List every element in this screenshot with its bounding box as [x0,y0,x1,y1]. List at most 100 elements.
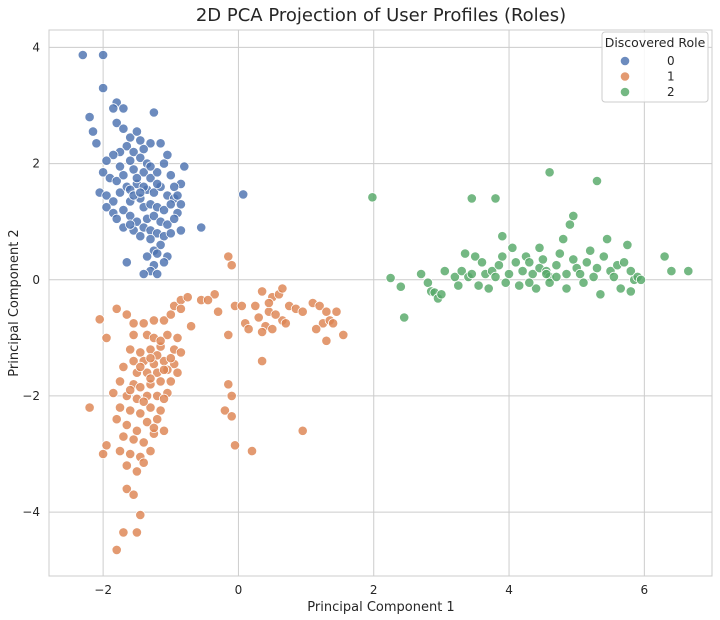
data-point [125,384,136,396]
data-point [145,445,156,457]
data-point [459,248,471,259]
data-point [490,193,501,204]
data-point [175,303,186,314]
data-point [125,448,136,460]
data-point [270,309,281,320]
data-point [91,138,102,149]
data-point [135,347,146,358]
data-point [238,189,249,200]
data-point [554,248,565,259]
data-point [138,437,149,448]
data-point [558,234,569,245]
data-point [155,138,166,149]
data-point [551,260,562,271]
data-point [121,483,132,494]
legend-title: Discovered Role [605,35,706,50]
data-point [135,408,146,419]
data-point [497,251,508,262]
data-point [111,117,122,129]
data-point [476,257,488,268]
data-point [537,254,549,265]
data-point [158,315,170,326]
data-point [321,306,332,317]
data-point [98,49,109,61]
data-point [101,202,112,213]
data-point [118,170,129,181]
data-point [138,167,149,178]
data-point [128,355,139,367]
legend-marker [619,86,631,98]
data-point [135,382,146,393]
data-point [172,190,183,201]
data-point [517,265,528,277]
data-point [121,257,132,268]
data-point [449,271,460,282]
data-point [138,268,149,280]
data-point [507,242,518,253]
data-point [125,405,136,416]
x-tick-label: 6 [641,583,649,597]
data-point [162,329,173,340]
data-point [169,213,180,224]
data-point [297,306,308,317]
data-point [114,402,126,413]
data-point [527,268,538,280]
data-point [101,155,112,166]
data-point [456,265,467,277]
data-point [135,135,146,146]
data-point [114,161,126,172]
data-point [155,405,166,416]
legend-marker [619,71,631,82]
data-point [172,367,183,378]
legend-label: 2 [667,85,675,99]
data-point [118,431,129,442]
data-point [142,416,153,428]
data-point [574,268,586,280]
data-point [223,251,234,262]
data-point [483,283,494,294]
data-point [581,257,592,268]
data-point [473,280,484,291]
data-point [659,251,670,262]
series-0-points [77,49,249,280]
data-point [118,205,129,216]
data-point [175,225,186,236]
series-2-points [367,167,694,323]
data-point [314,300,325,311]
data-point [98,448,109,460]
data-point [253,312,264,323]
data-point [541,268,552,280]
data-point [243,323,254,335]
data-point [321,335,332,346]
data-point [439,265,450,277]
data-point [219,405,230,416]
data-point [101,190,112,201]
data-point [256,355,268,367]
data-point [544,277,555,288]
data-point [155,376,166,387]
data-point [327,318,339,329]
plot-frame [48,29,713,577]
data-point [121,309,132,320]
data-point [503,268,515,280]
data-point [226,390,237,401]
data-point [152,414,163,425]
data-point [561,268,572,280]
legend-box [601,31,709,103]
data-point [493,260,504,271]
legend: Discovered Role 0 12 [601,31,709,103]
data-point [551,271,562,282]
data-point [128,146,139,158]
data-point [131,527,142,538]
data-point [94,314,105,325]
data-point [226,411,237,422]
data-point [165,199,176,210]
x-tick-label: 0 [235,583,243,597]
data-point [367,192,378,203]
data-point [165,228,176,239]
data-point [534,242,545,253]
data-point [111,303,122,314]
data-point [666,265,677,277]
data-point [169,181,180,192]
data-point [125,219,136,230]
